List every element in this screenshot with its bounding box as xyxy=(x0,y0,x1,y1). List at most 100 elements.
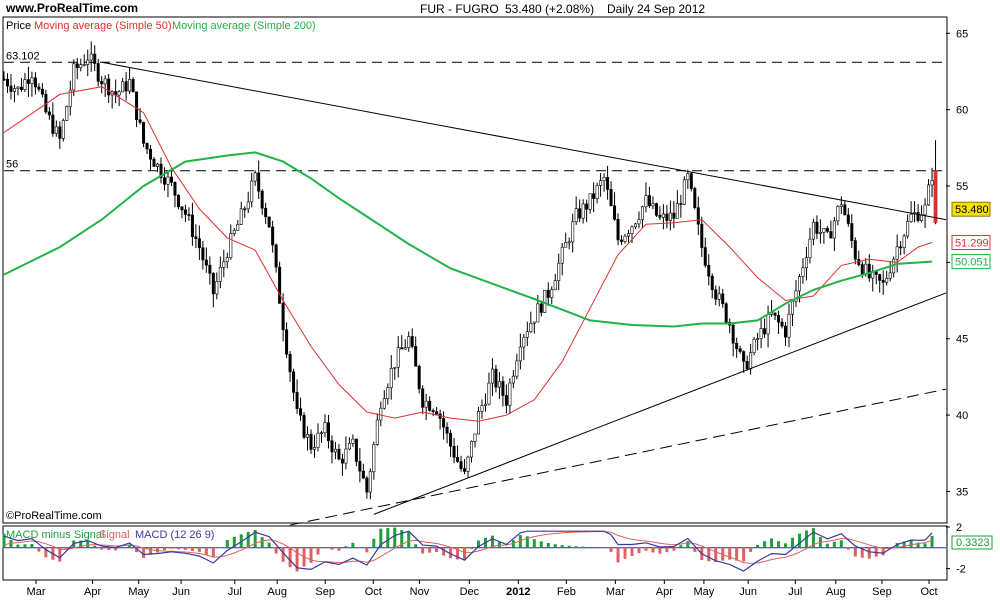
candle-body xyxy=(686,173,690,181)
macd-tick-label: 2 xyxy=(956,522,962,534)
price-panel-frame xyxy=(2,16,948,524)
candle-body xyxy=(543,289,547,313)
candle-body xyxy=(396,347,400,368)
macd-hist-bar xyxy=(784,543,788,548)
candle-body xyxy=(787,313,791,338)
candle-body xyxy=(5,78,9,87)
macd-hist-bar xyxy=(930,535,934,548)
candle-body xyxy=(749,352,753,370)
x-tick-label: Nov xyxy=(410,586,430,598)
candle-body xyxy=(117,91,121,96)
macd-hist-bar xyxy=(253,530,257,548)
candle-body xyxy=(166,176,170,185)
candle-body xyxy=(82,64,86,66)
macd-hist-bar xyxy=(421,547,425,554)
candle-body xyxy=(627,233,631,237)
legend-price: Price xyxy=(6,20,31,32)
candle-body xyxy=(431,410,435,412)
macd-hist-bar xyxy=(358,547,362,549)
macd-hist-bar xyxy=(672,547,676,551)
macd-hist-bar xyxy=(190,547,194,552)
macd-hist-bar xyxy=(832,541,836,548)
candle-body xyxy=(204,259,208,266)
candle-body xyxy=(264,207,268,218)
y-tick-label: 65 xyxy=(956,28,968,40)
macd-hist-bar xyxy=(330,547,334,550)
macd-hist-bar xyxy=(923,543,927,548)
candle-body xyxy=(592,193,596,199)
macd-hist-bar xyxy=(30,543,34,548)
macd-hist-bar xyxy=(665,547,669,552)
candle-body xyxy=(93,53,97,64)
candle-body xyxy=(665,213,669,221)
candle-body xyxy=(58,126,62,139)
candle-body xyxy=(173,182,177,196)
candle-body xyxy=(773,312,777,316)
macd-hist-bar xyxy=(867,547,871,559)
candle-body xyxy=(682,179,686,205)
macd-hist-bar xyxy=(693,547,697,552)
candle-body xyxy=(700,223,704,248)
candle-body xyxy=(710,275,714,291)
candle-body xyxy=(794,290,798,302)
series-lines xyxy=(3,61,947,526)
candle-body xyxy=(414,346,418,367)
candle-body xyxy=(246,201,250,210)
macd-hist-bar xyxy=(128,544,132,548)
x-tick-label: Oct xyxy=(365,586,382,598)
candle-body xyxy=(131,79,135,93)
site-label[interactable]: www.ProRealTime.com xyxy=(5,1,138,15)
horizontal-level-label: 63.102 xyxy=(6,50,40,62)
candle-body xyxy=(218,267,222,282)
candle-body xyxy=(410,336,414,347)
macd-value: 0.3323 xyxy=(956,537,990,549)
candle-body xyxy=(61,120,65,139)
macd-hist-bar xyxy=(616,547,620,563)
candle-body xyxy=(368,471,372,493)
candle-body xyxy=(623,235,627,242)
candle-body xyxy=(818,232,822,234)
candle-body xyxy=(927,184,931,206)
candle-body xyxy=(183,209,187,215)
macd-hist-bar xyxy=(449,547,453,559)
ma200-line xyxy=(3,151,933,328)
candle-body xyxy=(522,336,526,348)
candle-body xyxy=(222,261,226,268)
macd-panel-frame xyxy=(2,525,948,581)
candle-body xyxy=(449,432,453,447)
macd-hist-bar xyxy=(546,542,550,548)
candle-body xyxy=(839,204,843,207)
candle-body xyxy=(309,433,313,450)
candle-body xyxy=(299,408,303,416)
candle-body xyxy=(483,403,487,406)
y-tick-label: 40 xyxy=(956,410,968,422)
macd-hist-bar xyxy=(86,540,90,548)
candle-body xyxy=(906,221,910,237)
candle-body xyxy=(759,328,763,339)
candle-body xyxy=(864,263,868,275)
period-date: Daily 24 Sep 2012 xyxy=(607,2,705,16)
candle-body xyxy=(933,170,938,223)
macd-hist-bar xyxy=(895,542,899,548)
macd-hist-bar xyxy=(295,547,299,572)
macd-hist-bar xyxy=(79,540,83,548)
candle-body xyxy=(16,86,20,89)
macd-hist-bar xyxy=(811,528,815,548)
macd-hist-bar xyxy=(232,536,236,548)
x-tick-label: Aug xyxy=(267,586,287,598)
candle-body xyxy=(337,448,341,460)
macd-hist-bar xyxy=(637,547,641,553)
macd-hist-bar xyxy=(456,547,460,560)
macd-hist-bar xyxy=(309,547,313,563)
macd-hist-bar xyxy=(630,547,634,556)
candle-body xyxy=(424,400,428,408)
candle-body xyxy=(295,392,299,409)
macd-hist-bar xyxy=(623,547,627,559)
macd-hist-bar xyxy=(588,546,592,548)
candle-body xyxy=(152,158,156,167)
y-tick-label: 45 xyxy=(956,334,968,346)
candle-body xyxy=(630,226,634,234)
macd-hist-bar xyxy=(686,541,690,548)
candle-body xyxy=(829,231,833,239)
macd-hist-bar xyxy=(804,530,808,548)
